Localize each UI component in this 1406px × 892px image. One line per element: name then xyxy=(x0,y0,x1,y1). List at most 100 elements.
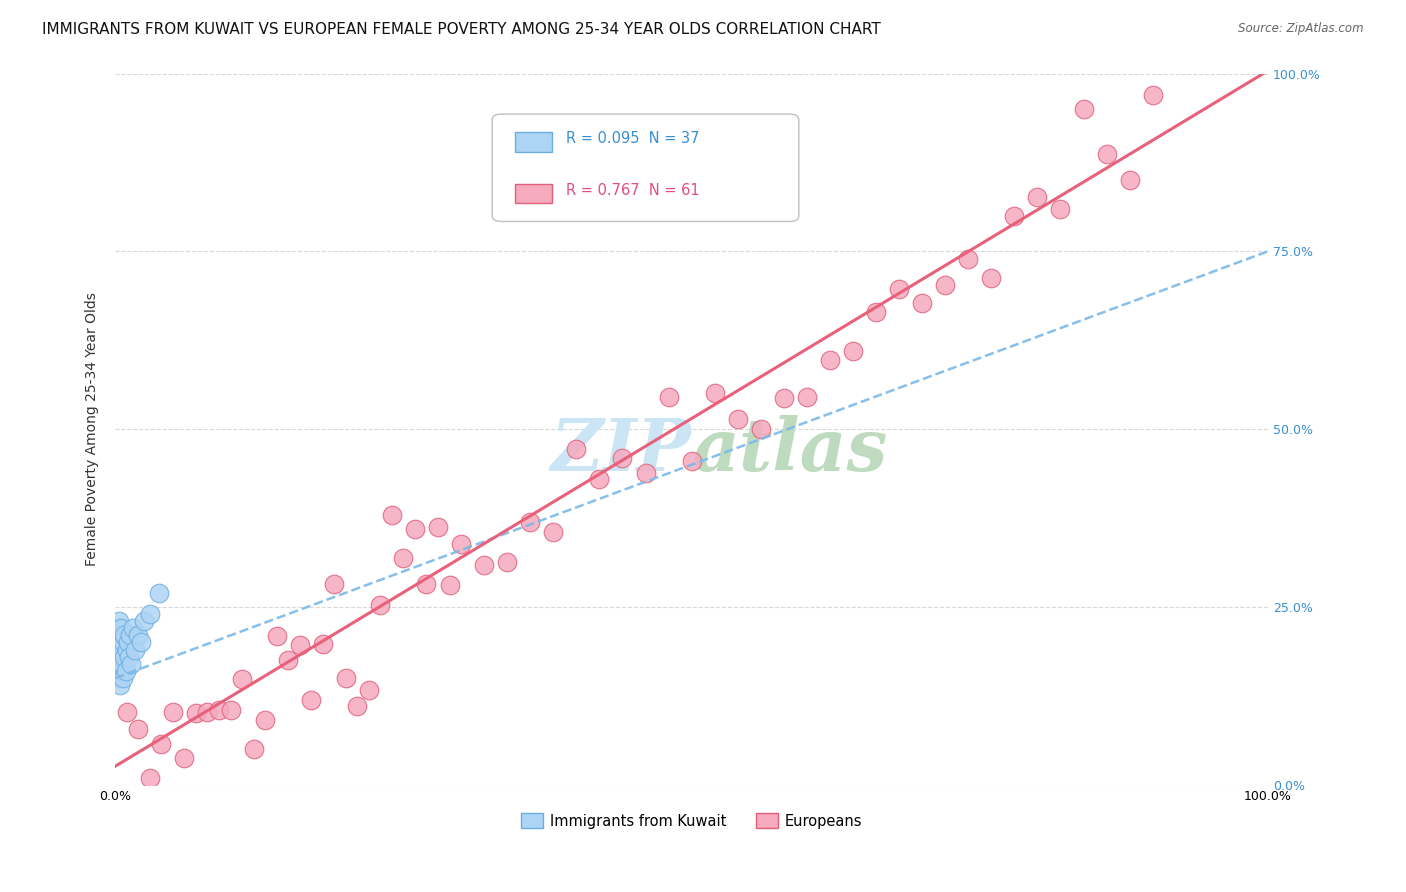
Point xyxy=(1026,190,1049,204)
Y-axis label: Female Poverty Among 25-34 Year Olds: Female Poverty Among 25-34 Year Olds xyxy=(86,293,100,566)
Point xyxy=(107,664,129,678)
Point xyxy=(115,642,138,657)
Point xyxy=(242,742,264,756)
Point xyxy=(115,705,138,719)
Point xyxy=(658,390,681,404)
Text: R = 0.095  N = 37: R = 0.095 N = 37 xyxy=(567,131,699,146)
Point xyxy=(231,673,253,687)
Point xyxy=(1118,173,1140,187)
Point xyxy=(124,642,146,657)
Point xyxy=(110,649,132,664)
Point xyxy=(107,614,129,628)
Point xyxy=(612,450,634,465)
Point xyxy=(121,621,143,635)
Point xyxy=(197,705,219,719)
Point xyxy=(588,472,610,486)
Point xyxy=(127,628,149,642)
Point xyxy=(112,635,135,649)
Point xyxy=(496,555,519,569)
Point xyxy=(543,525,565,540)
Point xyxy=(392,550,415,565)
Text: R = 0.767  N = 61: R = 0.767 N = 61 xyxy=(567,183,700,198)
Point xyxy=(323,577,346,591)
Point xyxy=(112,671,135,685)
Point xyxy=(111,642,134,657)
Point xyxy=(370,598,392,612)
Point xyxy=(299,693,322,707)
Point xyxy=(162,706,184,720)
Point xyxy=(132,614,155,628)
Point xyxy=(219,703,242,717)
Point xyxy=(139,771,162,785)
Point xyxy=(703,386,725,401)
Point xyxy=(208,702,231,716)
Point xyxy=(404,523,426,537)
Point xyxy=(266,629,288,643)
Point xyxy=(439,578,461,592)
Point xyxy=(772,391,794,405)
Point xyxy=(934,278,956,293)
Point xyxy=(842,344,865,359)
Point xyxy=(1095,146,1118,161)
Point xyxy=(980,271,1002,285)
Point xyxy=(957,252,980,267)
Point xyxy=(114,664,136,678)
Point xyxy=(450,537,472,551)
Point xyxy=(118,649,141,664)
Point xyxy=(107,621,129,635)
Point xyxy=(288,638,311,652)
Point xyxy=(110,621,132,635)
Legend: Immigrants from Kuwait, Europeans: Immigrants from Kuwait, Europeans xyxy=(515,807,868,834)
Point xyxy=(1142,87,1164,102)
Point xyxy=(110,635,132,649)
Point xyxy=(381,508,404,522)
Text: atlas: atlas xyxy=(692,415,887,486)
Point xyxy=(357,683,380,698)
Point xyxy=(1049,202,1071,216)
Point xyxy=(108,642,131,657)
Point xyxy=(312,637,335,651)
Text: ZIP: ZIP xyxy=(551,415,692,486)
Point xyxy=(472,558,495,572)
Point xyxy=(796,390,818,404)
Point xyxy=(117,635,139,649)
Point xyxy=(108,678,131,692)
Point xyxy=(108,628,131,642)
Point xyxy=(1073,103,1095,117)
Point xyxy=(107,635,129,649)
Text: IMMIGRANTS FROM KUWAIT VS EUROPEAN FEMALE POVERTY AMONG 25-34 YEAR OLDS CORRELAT: IMMIGRANTS FROM KUWAIT VS EUROPEAN FEMAL… xyxy=(42,22,882,37)
Point xyxy=(427,519,450,533)
Point xyxy=(335,671,357,685)
Point xyxy=(139,607,162,621)
Point xyxy=(277,653,299,667)
Point xyxy=(887,282,910,296)
Point xyxy=(105,628,128,642)
Point xyxy=(818,353,841,368)
FancyBboxPatch shape xyxy=(515,132,553,152)
Point xyxy=(1002,209,1025,223)
Point xyxy=(749,422,772,436)
Point xyxy=(681,454,703,468)
Point xyxy=(865,305,887,319)
Point xyxy=(105,657,128,671)
Text: Source: ZipAtlas.com: Source: ZipAtlas.com xyxy=(1239,22,1364,36)
Point xyxy=(114,628,136,642)
Point xyxy=(107,657,129,671)
Point xyxy=(110,664,132,678)
Point xyxy=(911,296,934,310)
Point xyxy=(105,642,128,657)
Point xyxy=(727,412,749,426)
Point xyxy=(184,706,207,720)
Point xyxy=(346,698,368,713)
Point xyxy=(519,515,541,529)
Point xyxy=(107,671,129,685)
Point xyxy=(107,649,129,664)
Point xyxy=(254,714,277,728)
Point xyxy=(150,737,173,751)
Point xyxy=(120,628,142,642)
Point xyxy=(114,649,136,664)
Point xyxy=(129,635,152,649)
Point xyxy=(107,635,129,649)
Point xyxy=(120,657,142,671)
Point xyxy=(127,722,149,736)
